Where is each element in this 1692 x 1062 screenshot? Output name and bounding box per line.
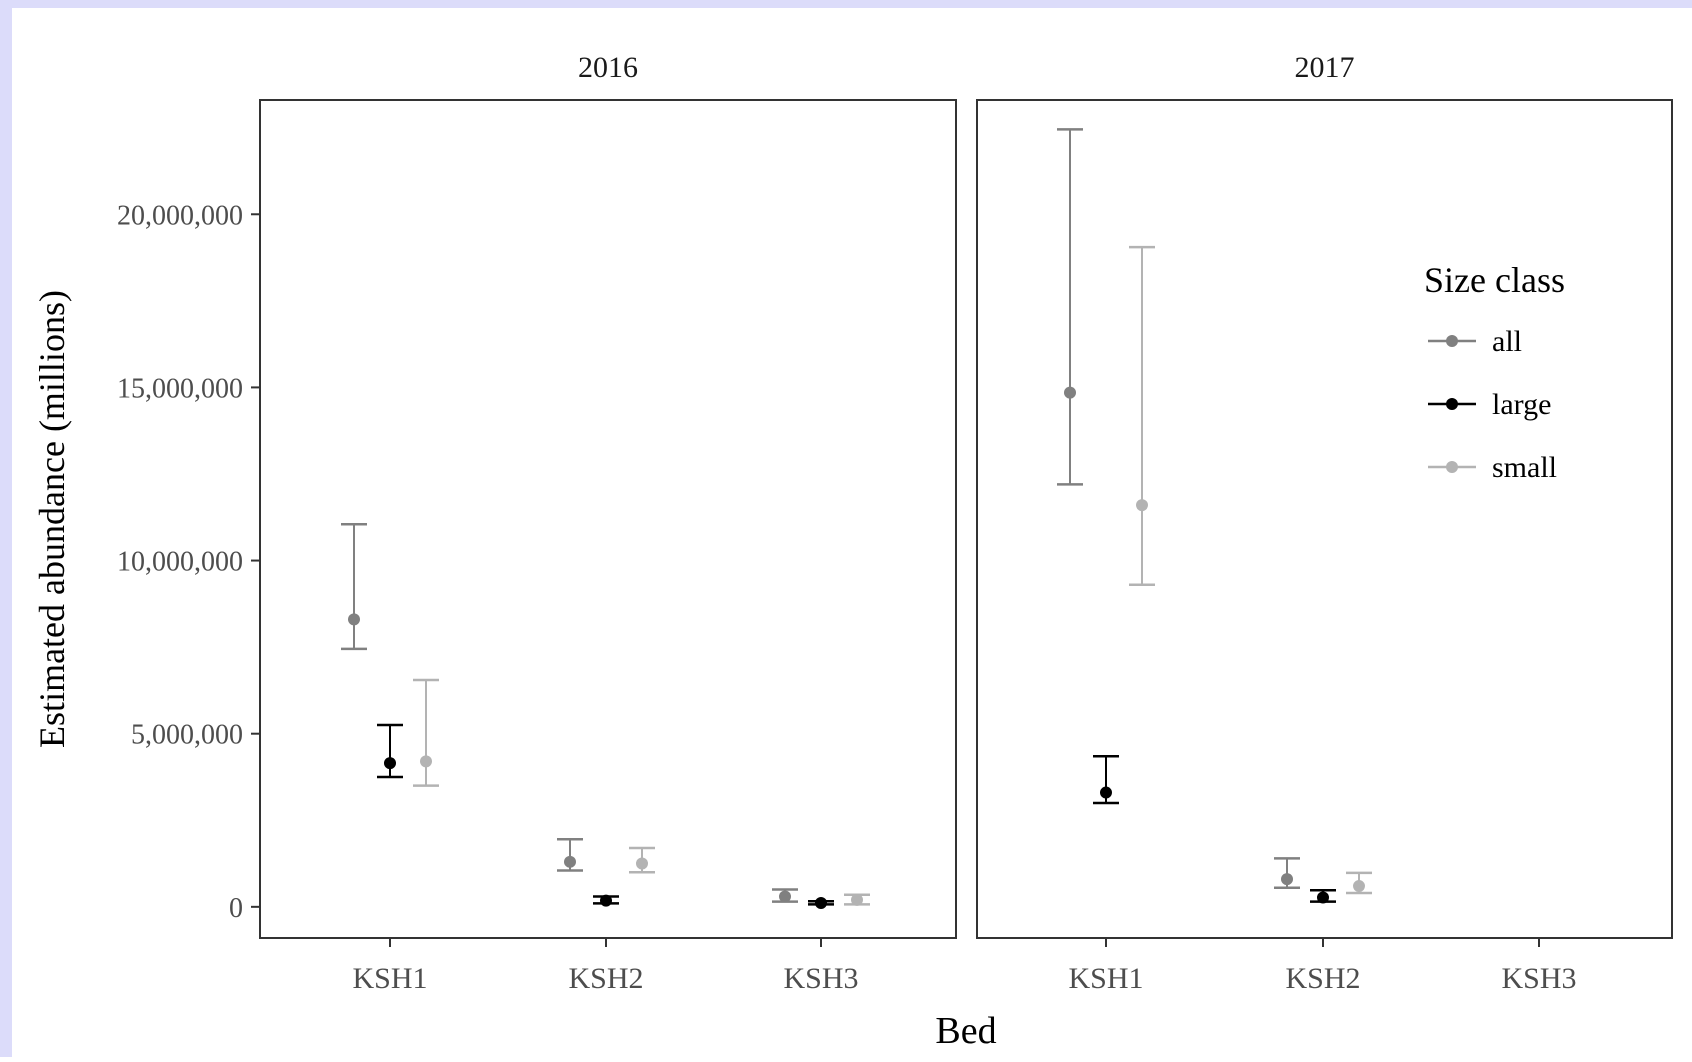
facet-title-2016: 2016	[578, 51, 638, 84]
x-axis-title: Bed	[935, 1010, 996, 1052]
y-tick-label-0: 0	[229, 893, 243, 924]
legend-item-large: large	[1428, 388, 1551, 421]
x-tick-label-2017-KSH3: KSH3	[1501, 962, 1576, 995]
point-large-2016-KSH1	[377, 723, 403, 779]
point-small-2016-KSH2	[629, 846, 655, 874]
point-all-2016-KSH1	[341, 522, 367, 651]
data-point	[851, 893, 863, 906]
chart-legend: Size class all large small	[1424, 260, 1565, 484]
data-point	[1317, 891, 1329, 904]
point-all-2016-KSH2	[557, 838, 583, 872]
data-point	[1281, 873, 1293, 886]
legend-title: Size class	[1424, 260, 1565, 300]
y-tick-label-10000000: 10,000,000	[117, 547, 243, 578]
facet-panels	[259, 99, 1673, 939]
data-point	[1353, 880, 1365, 893]
facet-title-2017: 2017	[1295, 51, 1355, 84]
point-small-2016-KSH3	[844, 893, 870, 906]
data-point	[348, 613, 360, 626]
data-point	[564, 855, 576, 868]
window-frame-top	[0, 0, 1692, 8]
x-tick-label-2016-KSH3: KSH3	[783, 962, 858, 995]
legend-key-point	[1446, 398, 1458, 410]
facet-panel-2016	[259, 99, 957, 939]
data-point	[1100, 786, 1112, 799]
y-axis-title: Estimated abundance (millions)	[32, 290, 72, 748]
legend-key-point	[1446, 335, 1458, 347]
y-tick-label-15000000: 15,000,000	[117, 373, 243, 404]
point-large-2017-KSH1	[1093, 754, 1119, 805]
chart-marks	[341, 128, 1372, 910]
point-all-2017-KSH2	[1274, 857, 1300, 890]
point-large-2017-KSH2	[1310, 888, 1336, 904]
legend-item-small: small	[1428, 451, 1557, 484]
point-all-2017-KSH1	[1057, 128, 1083, 486]
point-large-2016-KSH2	[593, 894, 619, 907]
legend-label: all	[1492, 325, 1522, 358]
chart-axes: 2016 2017 0 5,000,000 10,000,000 15,000,000 20…	[32, 51, 1577, 1052]
x-tick-label-2017-KSH2: KSH2	[1285, 962, 1360, 995]
x-tick-label-2016-KSH1: KSH1	[352, 962, 427, 995]
x-tick-label-2016-KSH2: KSH2	[568, 962, 643, 995]
facet-panel-2017	[976, 99, 1673, 939]
point-large-2016-KSH3	[808, 897, 834, 910]
data-point	[1064, 386, 1076, 399]
point-small-2017-KSH2	[1346, 871, 1372, 895]
y-tick-label-20000000: 20,000,000	[117, 200, 243, 231]
window-frame-left	[0, 0, 12, 1057]
x-tick-label-2017-KSH1: KSH1	[1068, 962, 1143, 995]
point-small-2016-KSH1	[413, 678, 439, 787]
data-point	[420, 755, 432, 768]
data-point	[384, 757, 396, 770]
data-point	[815, 897, 827, 910]
legend-label: small	[1492, 451, 1557, 484]
legend-key-point	[1446, 461, 1458, 473]
data-point	[779, 890, 791, 903]
point-all-2016-KSH3	[772, 888, 798, 903]
data-point	[636, 857, 648, 870]
point-small-2017-KSH1	[1129, 245, 1155, 587]
legend-label: large	[1492, 388, 1551, 421]
data-point	[600, 894, 612, 907]
y-tick-label-5000000: 5,000,000	[131, 720, 243, 751]
data-point	[1136, 499, 1148, 512]
legend-item-all: all	[1428, 325, 1522, 358]
